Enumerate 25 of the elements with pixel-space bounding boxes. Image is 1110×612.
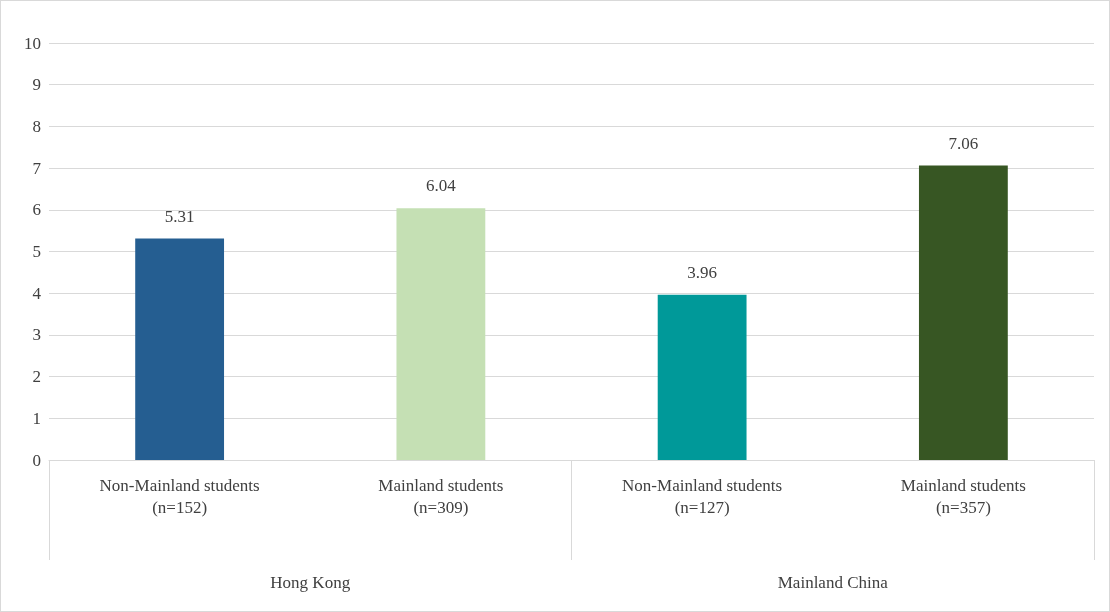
bar bbox=[657, 294, 747, 460]
data-label: 7.06 bbox=[948, 133, 979, 153]
y-tick-label: 1 bbox=[32, 408, 41, 428]
y-tick-label: 7 bbox=[32, 158, 42, 178]
y-tick-label: 5 bbox=[32, 242, 41, 261]
y-tick-label: 6 bbox=[32, 200, 41, 220]
y-tick-label: 9 bbox=[32, 75, 41, 95]
x-tick-label: Non-Mainland students (n=152) bbox=[99, 475, 260, 517]
bar bbox=[918, 165, 1008, 460]
y-tick-label: 3 bbox=[32, 325, 41, 345]
text: Mainland China bbox=[777, 573, 889, 592]
y-tick-label: 8 bbox=[32, 116, 41, 136]
y-tick-label: 2 bbox=[32, 367, 41, 387]
x-tick-label: Mainland students (n=309) bbox=[378, 475, 504, 517]
y-tick-label: 4 bbox=[32, 283, 42, 303]
bar bbox=[396, 208, 486, 460]
data-label: 5.31 bbox=[164, 206, 195, 226]
bar bbox=[135, 238, 225, 460]
y-tick-label: 0 bbox=[32, 450, 41, 470]
x-tick-label: Mainland students (n=357) bbox=[900, 475, 1026, 517]
text: Hong Kong bbox=[270, 573, 351, 592]
data-label: 6.04 bbox=[426, 176, 457, 196]
data-label: 3.96 bbox=[687, 262, 717, 282]
y-tick-label: 10 bbox=[24, 33, 41, 53]
x-tick-label: Non-Mainland students (n=127) bbox=[622, 475, 783, 517]
